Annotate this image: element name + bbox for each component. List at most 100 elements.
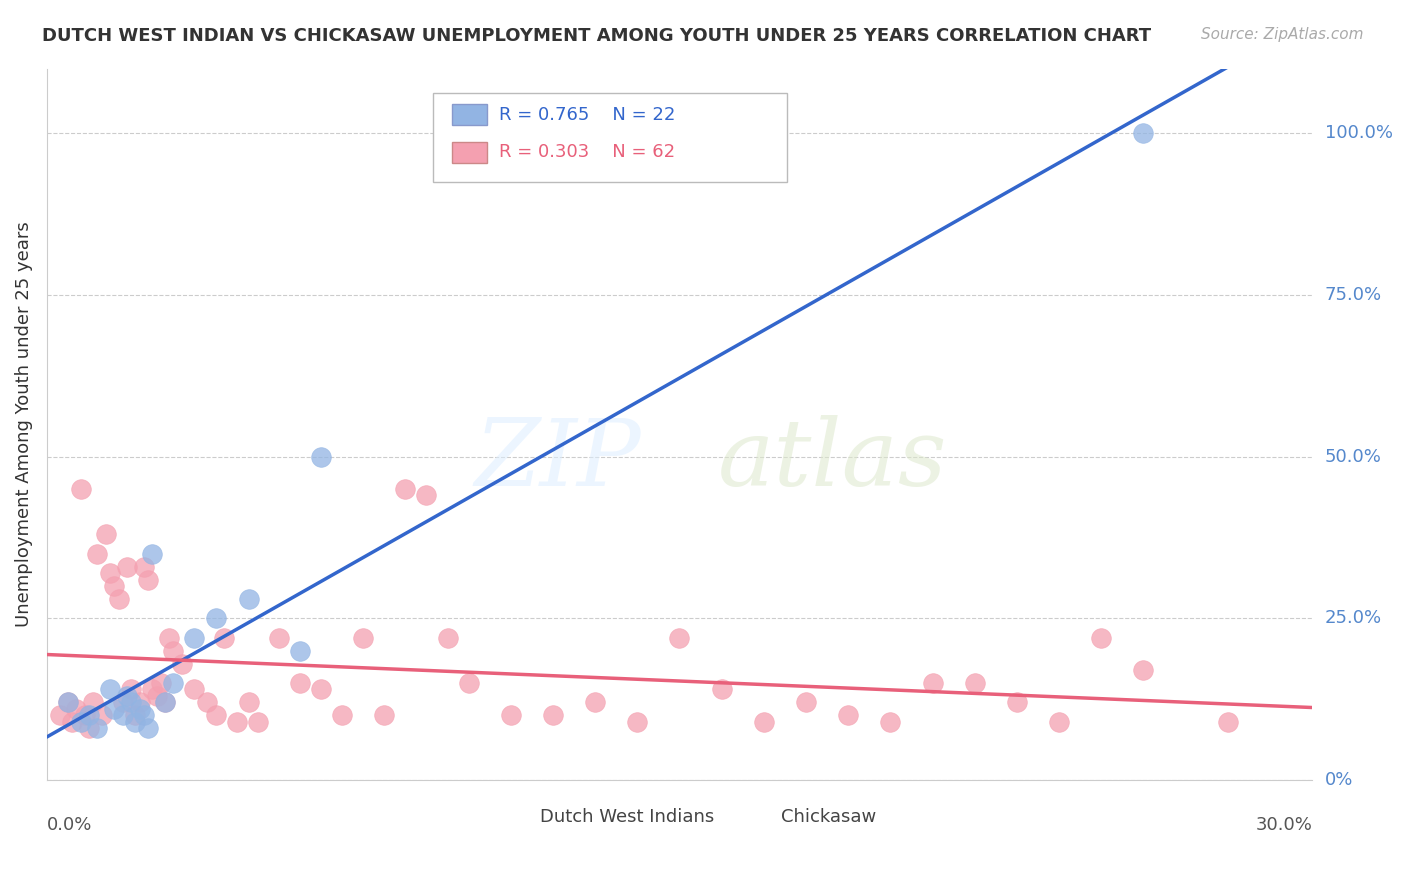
Text: 25.0%: 25.0% [1324, 609, 1382, 627]
Point [238, 695, 260, 709]
Point [309, 450, 332, 464]
Point [394, 482, 416, 496]
Point [48, 708, 70, 723]
Point [1216, 714, 1239, 729]
Point [103, 702, 125, 716]
Point [120, 682, 142, 697]
Point [136, 721, 159, 735]
Point [373, 708, 395, 723]
Point [330, 708, 353, 723]
Text: atlas: atlas [717, 415, 948, 505]
Point [1047, 714, 1070, 729]
FancyBboxPatch shape [433, 94, 787, 182]
Point [111, 695, 134, 709]
Point [288, 643, 311, 657]
Point [162, 643, 184, 657]
Y-axis label: Unemployment Among Youth under 25 years: Unemployment Among Youth under 25 years [15, 221, 32, 627]
Point [136, 573, 159, 587]
Point [124, 708, 146, 723]
Point [60, 714, 83, 729]
FancyBboxPatch shape [747, 809, 775, 825]
Text: R = 0.765    N = 22: R = 0.765 N = 22 [499, 106, 675, 124]
Point [141, 682, 163, 697]
Point [204, 611, 226, 625]
Point [212, 631, 235, 645]
Point [162, 676, 184, 690]
FancyBboxPatch shape [451, 104, 488, 126]
Point [77, 721, 100, 735]
Point [415, 488, 437, 502]
Point [352, 631, 374, 645]
FancyBboxPatch shape [451, 142, 488, 163]
Point [98, 566, 121, 580]
Point [149, 676, 172, 690]
Text: 0.0%: 0.0% [46, 815, 93, 834]
Point [309, 682, 332, 697]
Point [132, 708, 155, 723]
Point [124, 714, 146, 729]
Text: 100.0%: 100.0% [1324, 124, 1393, 142]
Text: 0%: 0% [1324, 771, 1353, 789]
Point [94, 527, 117, 541]
Point [794, 695, 817, 709]
Point [115, 689, 138, 703]
Point [132, 559, 155, 574]
Point [238, 591, 260, 606]
Point [69, 714, 91, 729]
Point [1132, 126, 1154, 140]
Point [153, 695, 176, 709]
Point [170, 657, 193, 671]
Point [65, 702, 87, 716]
Point [77, 708, 100, 723]
Point [69, 482, 91, 496]
Point [921, 676, 943, 690]
Point [120, 695, 142, 709]
Text: R = 0.303    N = 62: R = 0.303 N = 62 [499, 144, 675, 161]
Point [837, 708, 859, 723]
Text: 75.0%: 75.0% [1324, 286, 1382, 304]
Point [153, 695, 176, 709]
Point [583, 695, 606, 709]
Point [107, 591, 129, 606]
Point [82, 695, 104, 709]
Point [752, 714, 775, 729]
Point [879, 714, 901, 729]
Point [668, 631, 690, 645]
Point [86, 721, 108, 735]
Point [145, 689, 167, 703]
Point [73, 708, 96, 723]
Point [141, 547, 163, 561]
Text: DUTCH WEST INDIAN VS CHICKASAW UNEMPLOYMENT AMONG YOUTH UNDER 25 YEARS CORRELATI: DUTCH WEST INDIAN VS CHICKASAW UNEMPLOYM… [42, 27, 1152, 45]
Text: Chickasaw: Chickasaw [780, 808, 876, 826]
Point [626, 714, 648, 729]
FancyBboxPatch shape [506, 809, 534, 825]
Text: Dutch West Indians: Dutch West Indians [540, 808, 714, 826]
Point [1132, 663, 1154, 677]
Point [1005, 695, 1028, 709]
Point [204, 708, 226, 723]
Point [98, 682, 121, 697]
Point [56, 695, 79, 709]
Point [183, 631, 205, 645]
Point [1090, 631, 1112, 645]
Point [90, 708, 112, 723]
Point [115, 559, 138, 574]
Point [86, 547, 108, 561]
Text: ZIP: ZIP [475, 415, 641, 505]
Point [541, 708, 564, 723]
Point [103, 579, 125, 593]
Point [436, 631, 458, 645]
Point [128, 702, 150, 716]
Point [183, 682, 205, 697]
Point [246, 714, 269, 729]
Point [710, 682, 733, 697]
Text: Source: ZipAtlas.com: Source: ZipAtlas.com [1201, 27, 1364, 42]
Point [157, 631, 180, 645]
Point [499, 708, 522, 723]
Point [963, 676, 986, 690]
Point [111, 708, 134, 723]
Text: 30.0%: 30.0% [1256, 815, 1312, 834]
Point [195, 695, 218, 709]
Point [288, 676, 311, 690]
Text: 50.0%: 50.0% [1324, 448, 1382, 466]
